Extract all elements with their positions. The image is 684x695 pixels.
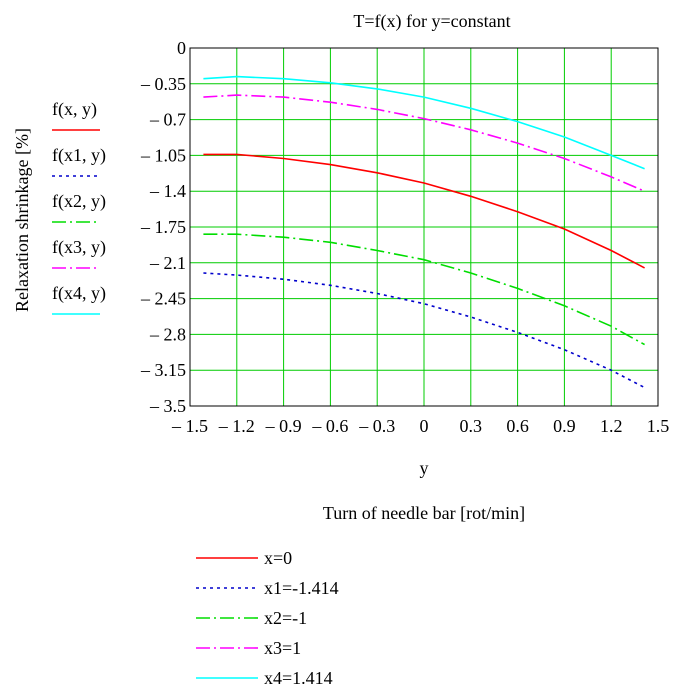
series-line-3 — [203, 94, 645, 192]
axis-series-labels: f(x, y) f(x1, y) f(x2, y) f(x3, y) f(x4, y) — [52, 99, 106, 315]
y-tick-label: – 1.75 — [140, 217, 186, 237]
axis-series-label: f(x4, y) — [52, 283, 106, 304]
x-tick-label: 0.6 — [506, 416, 529, 436]
series-line-0 — [203, 153, 645, 269]
plot-frame — [189, 47, 659, 407]
legend: x=0 x1=-1.414 x2=-1 x3=1 x4=1.414 — [196, 548, 339, 688]
legend-entry: x3=1 — [264, 638, 301, 658]
legend-entry: x1=-1.414 — [264, 578, 339, 598]
x-axis-note: Turn of needle bar [rot/min] — [323, 503, 525, 523]
x-tick-label: 0.3 — [460, 416, 483, 436]
series-line-2 — [203, 233, 645, 346]
y-tick-label: – 2.8 — [149, 324, 186, 344]
y-tick-label: – 0.35 — [140, 74, 186, 94]
y-tick-label: – 3.15 — [140, 360, 186, 380]
series-line-1 — [203, 272, 645, 389]
legend-entry: x2=-1 — [264, 608, 307, 628]
grid — [189, 47, 659, 407]
x-tick-label: – 1.5 — [171, 416, 208, 436]
y-tick-label: – 1.4 — [149, 181, 186, 201]
y-tick-label: 0 — [177, 38, 186, 58]
x-axis-label: y — [420, 458, 429, 478]
x-tick-labels: – 1.5 – 1.2 – 0.9 – 0.6 – 0.3 0 0.3 0.6 0.9 1.2 1.… — [171, 416, 669, 436]
y-tick-label: – 1.05 — [140, 145, 186, 165]
x-tick-label: – 0.6 — [311, 416, 348, 436]
chart-title: T=f(x) for y=constant — [353, 11, 510, 32]
y-tick-label: – 2.1 — [149, 253, 186, 273]
y-axis-label: Relaxation shrinkage [%] — [12, 128, 32, 312]
axis-series-label: f(x1, y) — [52, 145, 106, 166]
axis-series-label: f(x, y) — [52, 99, 97, 120]
series-lines — [203, 75, 645, 389]
y-tick-label: – 0.7 — [149, 110, 186, 130]
x-tick-label: 1.2 — [600, 416, 623, 436]
y-tick-labels: 0 – 0.35 – 0.7 – 1.05 – 1.4 – 1.75 – 2.1 – 2.45… — [140, 38, 186, 416]
x-tick-label: – 0.3 — [358, 416, 395, 436]
x-tick-label: – 1.2 — [218, 416, 255, 436]
x-tick-label: 0.9 — [553, 416, 576, 436]
axis-series-label: f(x2, y) — [52, 191, 106, 212]
x-tick-label: – 0.9 — [265, 416, 302, 436]
legend-entry: x=0 — [264, 548, 292, 568]
y-tick-label: – 2.45 — [140, 289, 186, 309]
legend-entry: x4=1.414 — [264, 668, 333, 688]
x-tick-label: 1.5 — [647, 416, 670, 436]
series-line-4 — [203, 75, 645, 170]
axis-series-label: f(x3, y) — [52, 237, 106, 258]
y-tick-label: – 3.5 — [149, 396, 186, 416]
x-tick-label: 0 — [420, 416, 429, 436]
